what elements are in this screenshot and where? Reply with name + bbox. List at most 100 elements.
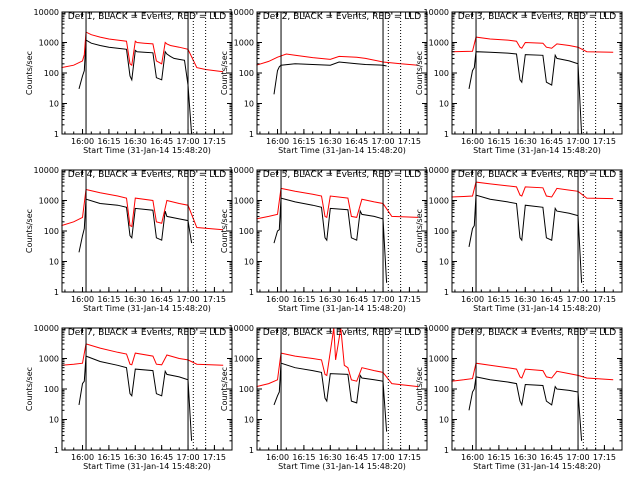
y-tick-label: 1000	[39, 39, 59, 48]
plot-frame	[451, 327, 623, 451]
x-tick-label: 17:15	[203, 295, 226, 304]
panel-det-7: Det 7, BLACK = Events, RED = LLD 1 10 100 10…	[25, 324, 233, 471]
x-tick-label: 17:00	[567, 295, 590, 304]
y-tick-label: 1	[54, 446, 59, 455]
panel-title: Det 2, BLACK = Events, RED = LLD	[263, 12, 422, 22]
y-tick-label: 100	[239, 385, 254, 394]
plot-frame	[61, 11, 233, 135]
y-tick-label: 1	[54, 288, 59, 297]
x-tick-label: 16:30	[319, 453, 342, 462]
panel-det-5: Det 5, BLACK = Events, RED = LLD 1 10 100 10…	[220, 166, 428, 313]
x-tick-label: 16:15	[97, 453, 120, 462]
x-tick-label: 17:00	[177, 137, 200, 146]
x-tick-label: 16:45	[150, 453, 173, 462]
y-tick-label: 10	[439, 258, 449, 267]
y-axis-label: Counts/sec	[220, 209, 229, 253]
events-series-line	[273, 61, 387, 95]
x-tick-label: 17:15	[398, 137, 421, 146]
x-tick-label: 17:15	[203, 137, 226, 146]
y-tick-label: 1	[249, 446, 254, 455]
x-axis-label: Start Time (31-Jan-14 15:48:20)	[83, 462, 211, 471]
panel-det-3: Det 3, BLACK = Events, RED = LLD 1 10 100 10…	[415, 8, 623, 155]
panel-title: Det 5, BLACK = Events, RED = LLD	[263, 170, 422, 180]
x-axis-label: Start Time (31-Jan-14 15:48:20)	[278, 146, 406, 155]
lld-series-line	[256, 187, 419, 220]
y-axis-label: Counts/sec	[415, 209, 424, 253]
lld-series-line	[451, 181, 614, 200]
panel-det-6: Det 6, BLACK = Events, RED = LLD 1 10 100 10…	[415, 166, 623, 313]
lld-series-line	[451, 36, 614, 53]
events-series-line	[468, 51, 583, 135]
x-axis-label: Start Time (31-Jan-14 15:48:20)	[473, 304, 601, 313]
x-axis-label: Start Time (31-Jan-14 15:48:20)	[83, 304, 211, 313]
x-tick-label: 16:15	[487, 137, 510, 146]
y-tick-label: 10000	[229, 8, 254, 17]
x-tick-label: 16:30	[514, 295, 537, 304]
x-axis-label: Start Time (31-Jan-14 15:48:20)	[278, 462, 406, 471]
panel-det-4: Det 4, BLACK = Events, RED = LLD 1 10 100 10…	[25, 166, 233, 313]
y-tick-label: 1	[249, 288, 254, 297]
lld-series-line	[61, 188, 224, 231]
y-axis-label: Counts/sec	[25, 367, 34, 411]
x-tick-label: 16:00	[461, 295, 484, 304]
y-tick-label: 10	[49, 100, 59, 109]
x-tick-label: 17:15	[593, 453, 616, 462]
y-tick-label: 1000	[234, 197, 254, 206]
x-tick-label: 16:45	[540, 295, 563, 304]
panel-title: Det 9, BLACK = Events, RED = LLD	[458, 328, 617, 338]
x-tick-label: 16:00	[266, 295, 289, 304]
y-axis-label: Counts/sec	[220, 367, 229, 411]
y-tick-label: 10	[49, 258, 59, 267]
x-tick-label: 17:00	[372, 137, 395, 146]
y-tick-label: 100	[239, 69, 254, 78]
events-series-line	[468, 194, 583, 283]
plot-frame	[256, 327, 428, 451]
y-tick-label: 10000	[424, 166, 449, 175]
y-tick-label: 100	[44, 227, 59, 236]
y-tick-label: 10000	[34, 166, 59, 175]
x-tick-label: 17:00	[177, 295, 200, 304]
events-series-line	[78, 198, 193, 253]
x-tick-label: 16:00	[266, 137, 289, 146]
panel-title: Det 8, BLACK = Events, RED = LLD	[263, 328, 422, 338]
y-tick-label: 100	[44, 385, 59, 394]
y-tick-label: 10	[244, 100, 254, 109]
y-tick-label: 10	[439, 416, 449, 425]
x-tick-label: 16:30	[124, 295, 147, 304]
x-axis-label: Start Time (31-Jan-14 15:48:20)	[83, 146, 211, 155]
y-axis-label: Counts/sec	[415, 367, 424, 411]
x-tick-label: 16:45	[345, 137, 368, 146]
x-tick-label: 16:30	[514, 453, 537, 462]
panel-det-9: Det 9, BLACK = Events, RED = LLD 1 10 100 10…	[415, 324, 623, 471]
y-tick-label: 10	[244, 258, 254, 267]
y-tick-label: 10000	[229, 166, 254, 175]
x-tick-label: 17:00	[177, 453, 200, 462]
panel-det-1: Det 1, BLACK = Events, RED = LLD 1 10 100 10…	[25, 8, 233, 155]
x-axis-label: Start Time (31-Jan-14 15:48:20)	[278, 304, 406, 313]
y-tick-label: 1000	[429, 197, 449, 206]
x-tick-label: 16:00	[461, 137, 484, 146]
y-tick-label: 100	[44, 69, 59, 78]
events-series-line	[273, 197, 388, 283]
y-tick-label: 1000	[234, 39, 254, 48]
y-tick-label: 10000	[229, 324, 254, 333]
y-tick-label: 100	[434, 227, 449, 236]
y-tick-label: 1	[444, 288, 449, 297]
x-tick-label: 17:00	[372, 295, 395, 304]
y-tick-label: 10	[439, 100, 449, 109]
x-tick-label: 16:45	[540, 137, 563, 146]
events-series-line	[78, 39, 193, 135]
y-tick-label: 1000	[234, 355, 254, 364]
y-tick-label: 10000	[424, 324, 449, 333]
y-tick-label: 1000	[39, 355, 59, 364]
y-tick-label: 1	[54, 130, 59, 139]
y-axis-label: Counts/sec	[415, 51, 424, 95]
x-tick-label: 17:15	[398, 295, 421, 304]
x-tick-label: 16:30	[124, 137, 147, 146]
plot-frame	[451, 11, 623, 135]
plot-frame	[61, 327, 233, 451]
panel-title: Det 3, BLACK = Events, RED = LLD	[458, 12, 617, 22]
x-tick-label: 16:45	[345, 295, 368, 304]
y-tick-label: 1000	[39, 197, 59, 206]
